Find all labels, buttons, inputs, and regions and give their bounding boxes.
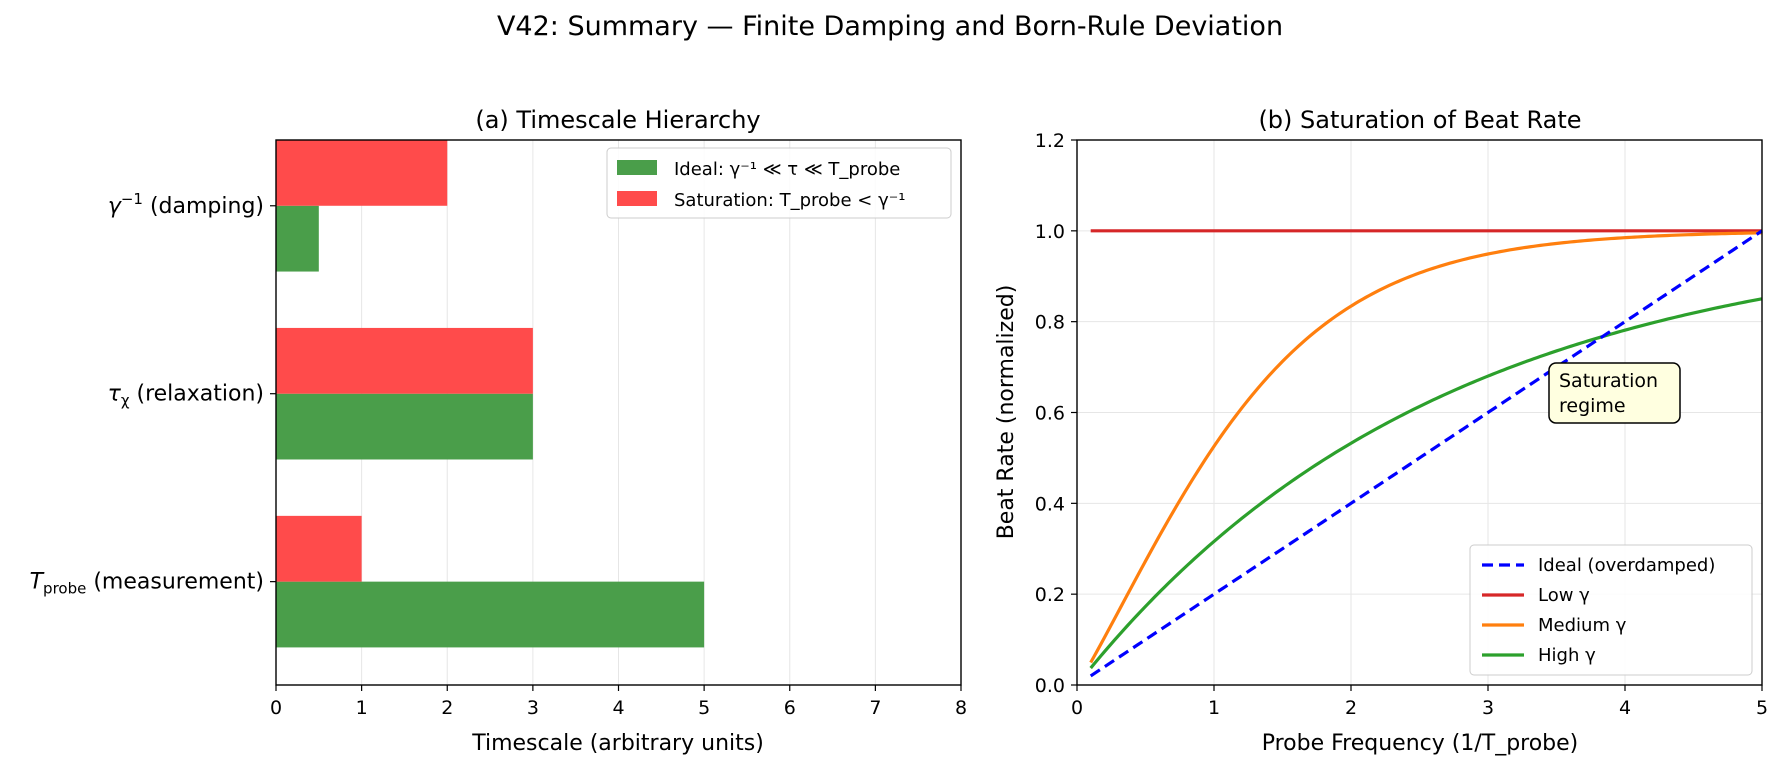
legend-swatch-ideal [617, 160, 657, 175]
legend-label-0: Ideal (overdamped) [1538, 555, 1715, 576]
y-tick-label: γ−1 (damping) [108, 190, 264, 219]
annotation-line-1: Saturation [1559, 370, 1658, 392]
annotation-line-2: regime [1559, 395, 1626, 417]
x-tick-label: 0 [270, 697, 282, 719]
x-tick-label: 3 [1482, 697, 1494, 719]
x-tick-label: 1 [356, 697, 368, 719]
y-tick-label: 1.2 [1035, 130, 1065, 152]
x-tick-label: 1 [1208, 697, 1220, 719]
x-tick-label: 8 [955, 697, 967, 719]
panel-a-y-ticks: Tprobe (measurement) τχ (relaxation) γ−1 (… [30, 190, 276, 598]
bar-ideal-0 [276, 581, 705, 648]
series-line-high- [1089, 297, 1763, 670]
annotation-saturation-regime: Saturation regime [1548, 362, 1681, 424]
panel-a-title: (a) Timescale Hierarchy [475, 106, 760, 134]
panel-a-bars [276, 140, 705, 648]
y-tick-label: 0.4 [1035, 493, 1065, 515]
x-tick-label: 6 [784, 697, 796, 719]
y-tick-label: 0.6 [1035, 403, 1065, 425]
legend-label-3: High γ [1538, 645, 1596, 666]
bar-ideal-2 [276, 205, 319, 272]
panel-b-frame [1076, 139, 1763, 686]
panel-b-ylabel: Beat Rate (normalized) [994, 285, 1019, 540]
legend-swatch-saturation [617, 191, 657, 206]
x-tick-label: 4 [1619, 697, 1631, 719]
x-tick-label: 5 [1756, 697, 1768, 719]
series-line-ideal-overdamped- [1089, 229, 1763, 678]
x-tick-label: 3 [527, 697, 539, 719]
x-tick-label: 2 [441, 697, 453, 719]
panel-a-legend: Ideal: γ⁻¹ ≪ τ ≪ T_probe Saturation: T_p… [606, 147, 952, 219]
panel-b-title: (b) Saturation of Beat Rate [1258, 106, 1581, 134]
panel-a: (a) Timescale Hierarchy 0 1 2 3 4 5 6 7 8 Tprobe… [30, 106, 967, 756]
y-tick-label: 0.8 [1035, 312, 1065, 334]
bar-saturation-2 [276, 140, 448, 206]
panel-b-legend-box [1469, 544, 1753, 676]
panel-b-xlabel: Probe Frequency (1/T_probe) [1262, 731, 1579, 756]
legend-label-ideal: Ideal: γ⁻¹ ≪ τ ≪ T_probe [674, 159, 900, 180]
bar-saturation-0 [276, 515, 362, 582]
panel-a-legend-box [606, 147, 952, 219]
panel-a-xlabel: Timescale (arbitrary units) [471, 731, 764, 756]
y-tick-label: Tprobe (measurement) [30, 570, 264, 598]
panel-a-x-ticks: 0 1 2 3 4 5 6 7 8 [270, 685, 967, 719]
y-tick-label: τχ (relaxation) [108, 382, 264, 410]
panel-a-frame [275, 139, 962, 686]
x-tick-label: 7 [869, 697, 881, 719]
bar-ideal-1 [276, 393, 533, 460]
x-tick-label: 2 [1345, 697, 1357, 719]
legend-label-1: Low γ [1538, 585, 1590, 606]
x-tick-label: 5 [698, 697, 710, 719]
panel-b-lines [1089, 229, 1763, 678]
x-tick-label: 0 [1071, 697, 1083, 719]
y-tick-label: 1.0 [1035, 221, 1065, 243]
y-tick-label: 0.0 [1035, 675, 1065, 697]
figure-suptitle: V42: Summary — Finite Damping and Born-R… [497, 11, 1283, 42]
annotation-box [1548, 362, 1681, 424]
panel-b-x-ticks: 0 1 2 3 4 5 [1071, 685, 1768, 719]
panel-b-y-ticks: 0.0 0.2 0.4 0.6 0.8 1.0 1.2 [1035, 130, 1077, 697]
y-tick-label: 0.2 [1035, 584, 1065, 606]
legend-label-2: Medium γ [1538, 615, 1627, 636]
x-tick-label: 4 [612, 697, 624, 719]
panel-b-legend: Ideal (overdamped) Low γ Medium γ High γ [1469, 544, 1753, 676]
bar-saturation-1 [276, 327, 533, 394]
legend-label-saturation: Saturation: T_probe < γ⁻¹ [674, 190, 905, 211]
series-line-medium- [1089, 231, 1763, 664]
